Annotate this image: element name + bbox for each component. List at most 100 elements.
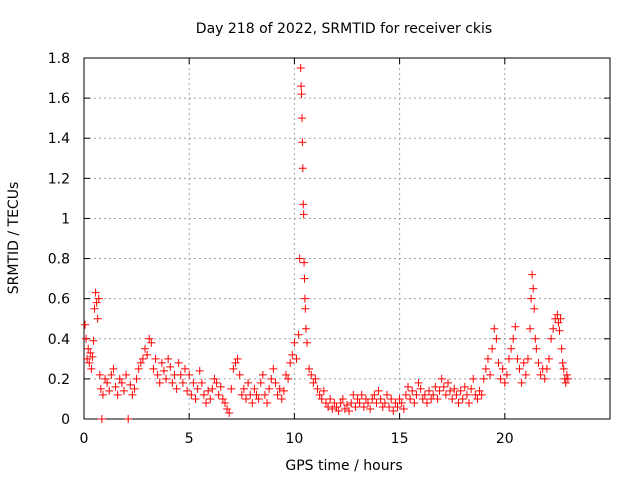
- data-point: [141, 344, 150, 353]
- data-point: [530, 304, 539, 313]
- data-point: [441, 390, 450, 399]
- data-point: [96, 384, 105, 393]
- data-point: [305, 364, 314, 373]
- data-point: [85, 358, 94, 367]
- data-point: [368, 394, 377, 403]
- data-point: [216, 382, 225, 391]
- data-point: [248, 398, 257, 407]
- data-point: [84, 344, 93, 353]
- data-point: [218, 394, 227, 403]
- data-point: [299, 210, 308, 219]
- data-point: [425, 386, 434, 395]
- data-point: [488, 344, 497, 353]
- data-point: [153, 370, 162, 379]
- data-point: [429, 390, 438, 399]
- data-point: [343, 400, 351, 409]
- data-point: [206, 394, 215, 403]
- data-point: [297, 114, 306, 123]
- plot-frame: [83, 57, 611, 420]
- data-point: [454, 398, 463, 407]
- data-point: [284, 374, 293, 383]
- data-point: [399, 404, 408, 413]
- data-point: [420, 390, 429, 399]
- x-tick-label: 0: [80, 431, 89, 447]
- data-point: [263, 398, 272, 407]
- data-point: [288, 350, 297, 359]
- data-point: [115, 374, 124, 383]
- data-point: [563, 374, 572, 383]
- data-point: [534, 358, 543, 367]
- data-point: [366, 404, 375, 413]
- data-point: [412, 390, 421, 399]
- data-point: [86, 348, 95, 357]
- data-point: [410, 398, 419, 407]
- data-point: [526, 324, 535, 333]
- data-point: [138, 354, 147, 363]
- y-tick-label: 1.2: [48, 171, 70, 187]
- y-axis-label: SRMTID / TECUs: [6, 182, 22, 295]
- x-tick-label: 10: [285, 431, 303, 447]
- data-point: [540, 374, 549, 383]
- data-point: [90, 304, 99, 313]
- data-point: [494, 358, 503, 367]
- data-point: [204, 386, 213, 395]
- data-point: [174, 358, 183, 367]
- data-point: [515, 364, 524, 373]
- data-point: [81, 320, 90, 329]
- data-point: [469, 374, 478, 383]
- data-point: [298, 164, 307, 173]
- data-point: [286, 358, 295, 367]
- data-point: [332, 402, 341, 411]
- data-point: [275, 384, 284, 393]
- data-point: [338, 394, 347, 403]
- data-point: [105, 386, 114, 395]
- data-point: [212, 378, 221, 387]
- data-point: [517, 378, 526, 387]
- data-point: [317, 394, 326, 403]
- data-point: [254, 394, 263, 403]
- data-point: [298, 138, 307, 147]
- data-point: [319, 386, 328, 395]
- data-point: [355, 398, 364, 407]
- data-point: [159, 366, 168, 375]
- data-point: [374, 386, 383, 395]
- y-tick-label: 0.4: [48, 332, 70, 348]
- data-point: [107, 370, 116, 379]
- data-point: [558, 358, 567, 367]
- y-tick-label: 1.6: [48, 91, 70, 107]
- data-point: [113, 390, 122, 399]
- data-point: [490, 324, 499, 333]
- data-point: [300, 258, 309, 267]
- data-point: [151, 354, 160, 363]
- data-point: [296, 64, 305, 73]
- data-point: [297, 82, 306, 91]
- data-point: [130, 384, 139, 393]
- data-point: [502, 370, 511, 379]
- data-point: [98, 390, 107, 399]
- data-point: [376, 394, 385, 403]
- data-point: [395, 394, 404, 403]
- data-point: [500, 378, 509, 387]
- data-point: [555, 326, 564, 335]
- data-point: [559, 364, 568, 373]
- data-point: [191, 394, 200, 403]
- data-point: [561, 378, 570, 387]
- data-point: [315, 390, 324, 399]
- data-point: [122, 370, 131, 379]
- data-point: [301, 304, 310, 313]
- data-point: [562, 370, 571, 379]
- data-point: [128, 390, 137, 399]
- data-point: [210, 374, 219, 383]
- data-point: [300, 294, 309, 303]
- data-point: [193, 384, 202, 393]
- data-point: [460, 382, 469, 391]
- data-point: [157, 358, 166, 367]
- data-point: [345, 406, 354, 415]
- data-point: [303, 338, 312, 347]
- data-point: [279, 386, 288, 395]
- data-point: [519, 358, 528, 367]
- data-point: [227, 384, 236, 393]
- data-point: [328, 404, 337, 413]
- data-point: [111, 382, 120, 391]
- data-point: [294, 330, 303, 339]
